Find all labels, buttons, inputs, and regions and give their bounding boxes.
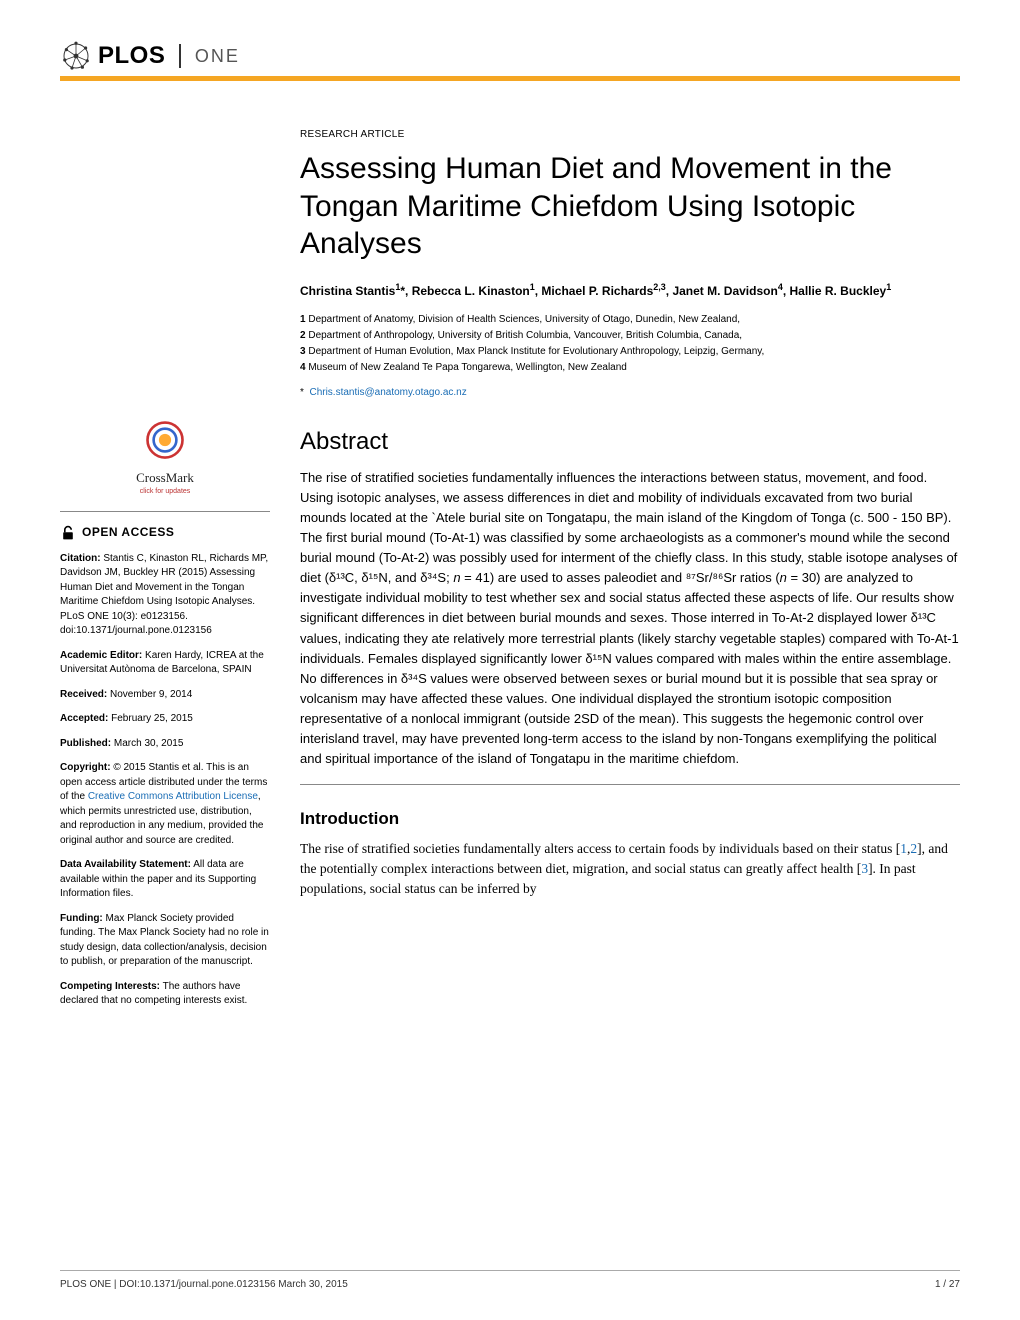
- affiliation-item: 4 Museum of New Zealand Te Papa Tongarew…: [300, 360, 960, 375]
- crossmark-icon: [144, 419, 186, 461]
- plos-wordmark: PLOS: [98, 42, 165, 70]
- corr-marker: *: [300, 387, 304, 398]
- open-access-label: OPEN ACCESS: [82, 524, 174, 541]
- open-access-badge: OPEN ACCESS: [60, 524, 270, 541]
- received-block: Received: November 9, 2014: [60, 688, 270, 703]
- article-type-label: RESEARCH ARTICLE: [300, 129, 960, 140]
- author-list: Christina Stantis1*, Rebecca L. Kinaston…: [300, 281, 960, 300]
- open-lock-icon: [60, 525, 76, 541]
- abstract-heading: Abstract: [300, 428, 960, 456]
- crossmark-subtext: click for updates: [60, 487, 270, 497]
- affiliation-item: 2 Department of Anthropology, University…: [300, 328, 960, 343]
- abstract-end-rule: [300, 784, 960, 785]
- funding-block: Funding: Max Planck Society provided fun…: [60, 912, 270, 970]
- journal-name: ONE: [195, 46, 240, 67]
- abstract-body: The rise of stratified societies fundame…: [300, 468, 960, 770]
- published-block: Published: March 30, 2015: [60, 737, 270, 752]
- header-divider: [179, 44, 181, 68]
- article-sidebar: CrossMark click for updates OPEN ACCESS …: [60, 129, 270, 1019]
- article-title: Assessing Human Diet and Movement in the…: [300, 150, 960, 263]
- copyright-block: Copyright: © 2015 Stantis et al. This is…: [60, 761, 270, 848]
- accent-rule: [60, 76, 960, 81]
- affiliation-item: 1 Department of Anatomy, Division of Hea…: [300, 312, 960, 327]
- introduction-body: The rise of stratified societies fundame…: [300, 839, 960, 900]
- journal-header: PLOS ONE: [60, 40, 960, 72]
- crossmark-badge[interactable]: CrossMark click for updates: [60, 419, 270, 497]
- plos-logo: PLOS: [60, 40, 165, 72]
- cc-license-link[interactable]: Creative Commons Attribution License: [88, 791, 258, 802]
- plos-globe-icon: [60, 40, 92, 72]
- sidebar-rule: [60, 511, 270, 512]
- crossmark-label: CrossMark: [60, 469, 270, 488]
- article-main: RESEARCH ARTICLE Assessing Human Diet an…: [300, 129, 960, 1019]
- competing-interests-block: Competing Interests: The authors have de…: [60, 980, 270, 1009]
- affiliation-list: 1 Department of Anatomy, Division of Hea…: [300, 312, 960, 375]
- data-availability-block: Data Availability Statement: All data ar…: [60, 858, 270, 902]
- footer-citation: PLOS ONE | DOI:10.1371/journal.pone.0123…: [60, 1279, 348, 1290]
- page-footer: PLOS ONE | DOI:10.1371/journal.pone.0123…: [60, 1270, 960, 1290]
- affiliation-item: 3 Department of Human Evolution, Max Pla…: [300, 344, 960, 359]
- correspondence: * Chris.stantis@anatomy.otago.ac.nz: [300, 387, 960, 398]
- corr-email-link[interactable]: Chris.stantis@anatomy.otago.ac.nz: [309, 387, 466, 398]
- editor-block: Academic Editor: Karen Hardy, ICREA at t…: [60, 649, 270, 678]
- accepted-block: Accepted: February 25, 2015: [60, 712, 270, 727]
- ref-link-1[interactable]: 1: [900, 841, 907, 856]
- introduction-heading: Introduction: [300, 809, 960, 829]
- page-number: 1 / 27: [935, 1279, 960, 1290]
- citation-block: Citation: Stantis C, Kinaston RL, Richar…: [60, 552, 270, 639]
